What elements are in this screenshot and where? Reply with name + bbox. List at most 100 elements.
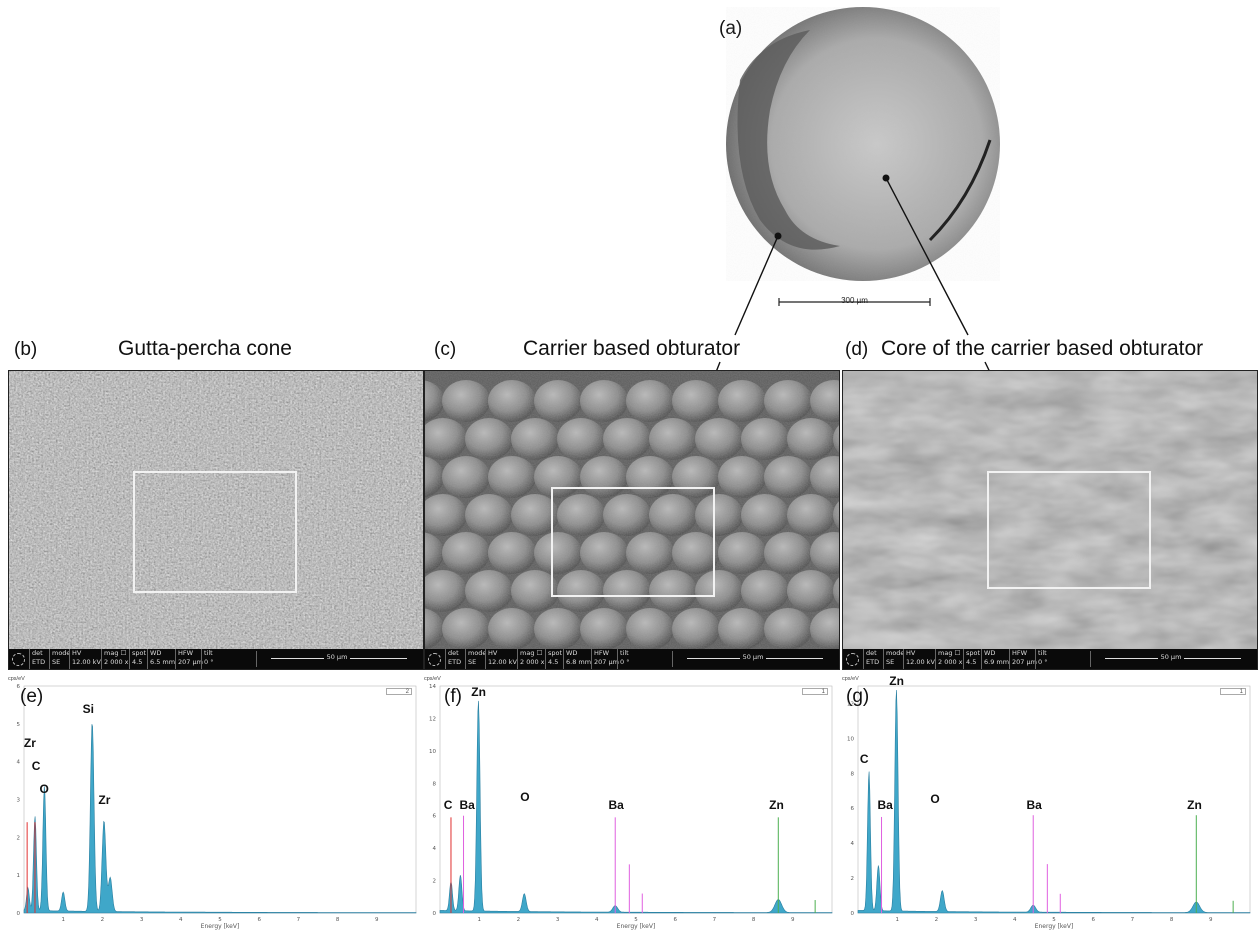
panel-b-title: Gutta-percha cone — [118, 337, 292, 360]
element-label: Zn — [471, 684, 486, 699]
panel-c-label: (c) — [434, 339, 457, 360]
spectrum-area — [857, 689, 1251, 914]
region-of-interest-box — [987, 471, 1151, 589]
y-tick-label: 2 — [17, 835, 21, 841]
element-label: O — [930, 792, 940, 807]
fei-logo-icon — [428, 653, 441, 666]
sem-info-bar: det ETD mode SE HV 12.00 kV mag ☐ 2 000 x spot 4.… — [425, 649, 839, 669]
x-tick-label: 8 — [1170, 917, 1174, 923]
element-label: Ba — [459, 798, 475, 813]
sem-bar-det: det ETD — [863, 649, 883, 669]
panel-f-label: (f) — [444, 686, 462, 707]
element-label: Ba — [608, 798, 624, 813]
element-label: O — [39, 781, 49, 796]
y-tick-label: 8 — [433, 781, 437, 787]
x-tick-label: 8 — [336, 917, 340, 923]
x-tick-label: 3 — [556, 917, 560, 923]
y-tick-label: 0 — [433, 911, 437, 917]
sem-bar-wd: WD 6.5 mm — [147, 649, 175, 669]
panel-d-label: (d) — [845, 339, 869, 360]
y-tick-label: 0 — [17, 911, 21, 917]
region-of-interest-box — [133, 471, 297, 593]
sem-image-carrier: det ETD mode SE HV 12.00 kV mag ☐ 2 000 x spot 4.… — [424, 370, 840, 670]
y-tick-label: 4 — [433, 846, 437, 852]
sem-bar-mag: mag ☐ 2 000 x — [517, 649, 545, 669]
element-label: Ba — [1026, 797, 1042, 812]
y-tick-label: 14 — [429, 684, 436, 690]
x-tick-label: 5 — [218, 917, 222, 923]
x-tick-label: 1 — [477, 917, 481, 923]
legend-box: 1 — [1220, 688, 1246, 695]
x-tick-label: 1 — [61, 917, 64, 923]
sem-bar-det: det ETD — [445, 649, 465, 669]
pointer-line-core-upper — [885, 177, 969, 336]
panel-b-label: (b) — [14, 339, 38, 360]
x-tick-label: 9 — [791, 917, 795, 923]
sem-bar-hfw: HFW 207 µm — [1009, 649, 1037, 669]
x-tick-label: 5 — [634, 917, 638, 923]
sem-bar-wd: WD 6.8 mm — [563, 649, 591, 669]
element-label: Zr — [23, 736, 36, 751]
x-axis-label: Energy [keV] — [201, 923, 240, 930]
element-label: Zn — [889, 673, 904, 688]
x-tick-label: 7 — [297, 917, 301, 923]
legend-box: 2 — [386, 688, 412, 695]
y-tick-label: 10 — [429, 749, 436, 755]
y-tick-label: 5 — [17, 722, 21, 728]
element-label: Zn — [1187, 797, 1202, 812]
y-tick-label: 6 — [851, 806, 855, 812]
cross-section-outer-layer — [737, 30, 840, 250]
y-tick-label: 10 — [847, 736, 854, 742]
legend-box: 1 — [802, 688, 828, 695]
x-tick-label: 4 — [1013, 917, 1017, 923]
fei-logo-icon — [12, 653, 25, 666]
y-tick-label: 12 — [429, 716, 436, 722]
element-label: C — [31, 759, 41, 774]
x-tick-label: 3 — [974, 917, 978, 923]
element-label: C — [443, 798, 453, 813]
x-tick-label: 4 — [179, 917, 183, 923]
y-tick-label: 6 — [17, 684, 21, 690]
fei-logo-icon — [846, 653, 859, 666]
sem-bar-tilt: tilt 0 ° — [1035, 649, 1053, 669]
panel-c-title: Carrier based obturator — [523, 337, 741, 360]
y-axis-label: cps/eV — [8, 676, 25, 682]
panel-a-label: (a) — [719, 18, 743, 39]
x-tick-label: 2 — [935, 917, 939, 923]
sem-bar-hv: HV 12.00 kV — [485, 649, 517, 669]
sem-bar-hv: HV 12.00 kV — [903, 649, 935, 669]
element-label: O — [520, 790, 530, 805]
y-tick-label: 1 — [17, 873, 21, 879]
sem-scale-bar: 50 µm — [1090, 651, 1251, 667]
sem-bar-wd: WD 6.9 mm — [981, 649, 1009, 669]
sem-bar-tilt: tilt 0 ° — [617, 649, 635, 669]
spectrum-f: 0 2 4 6 8 10 12 14 1 2 3 4 5 6 7 8 9 Energy [keV] (f) cps… — [424, 676, 838, 930]
x-tick-label: 5 — [1052, 917, 1056, 923]
y-tick-label: 12 — [847, 701, 854, 707]
panel-e-label: (e) — [20, 686, 44, 707]
sem-bar-hfw: HFW 207 µm — [591, 649, 619, 669]
spectrum-g: 0 2 4 6 8 10 12 1 2 3 4 5 6 7 8 9 Energy [keV] (g) cps/e… — [842, 674, 1256, 930]
y-tick-label: 2 — [433, 879, 437, 885]
sem-bar-spot: spot 4.5 — [545, 649, 563, 669]
cross-section-texture — [726, 7, 1000, 281]
x-tick-label: 8 — [752, 917, 756, 923]
plot-frame — [23, 685, 417, 914]
y-tick-label: 6 — [433, 814, 437, 820]
sem-info-bar: det ETD mode SE HV 12.00 kV mag ☐ 2 000 x spot 4.… — [843, 649, 1257, 669]
sem-bar-hv: HV 12.00 kV — [69, 649, 101, 669]
sem-image-gutta-percha: det ETD mode SE HV 12.00 kV mag ☐ 2 000 x spot 4.… — [8, 370, 424, 670]
sem-bar-mag: mag ☐ 2 000 x — [935, 649, 963, 669]
x-tick-label: 2 — [517, 917, 521, 923]
panel-g-label: (g) — [846, 686, 870, 707]
x-tick-label: 3 — [140, 917, 144, 923]
sem-image-core: det ETD mode SE HV 12.00 kV mag ☐ 2 000 x spot 4.… — [842, 370, 1258, 670]
element-label: Si — [82, 702, 95, 717]
panel-a-cross-section — [726, 7, 1000, 306]
spectrum-area — [23, 724, 417, 914]
y-tick-label: 4 — [17, 760, 21, 766]
x-tick-label: 6 — [257, 917, 261, 923]
sem-scale-bar: 50 µm — [256, 651, 417, 667]
x-tick-label: 4 — [595, 917, 599, 923]
sem-scale-bar: 50 µm — [672, 651, 833, 667]
